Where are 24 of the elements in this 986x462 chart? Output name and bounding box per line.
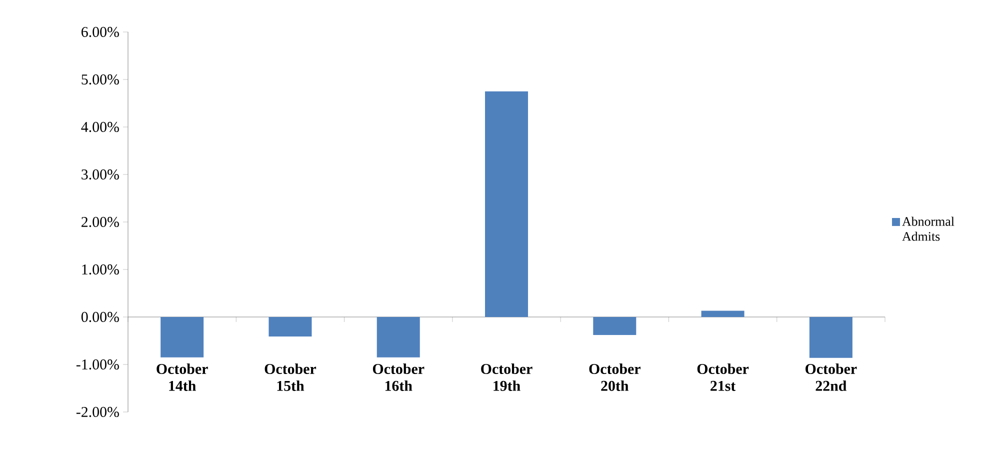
x-tick-label: October 22nd [806,364,857,391]
x-tick-label: October 19th [481,364,532,391]
x-tick-label: October 15th [264,364,316,391]
bar [160,316,204,358]
x-tick-label: October 16th [372,364,424,391]
y-tick-label: 4.00% [81,122,119,132]
y-tick-label: -1.00% [76,359,119,370]
y-tick-label: 1.00% [82,264,119,275]
y-tick-label: 3.00% [82,169,119,180]
x-tick-label: October 20th [589,364,640,391]
bar [701,310,744,317]
bar [268,316,312,336]
y-tick-label: -2.00% [76,406,119,418]
x-tick-label: October 14th [156,364,208,391]
y-tick-label: 0.00% [81,312,119,322]
x-tick-label: October 21st [697,364,749,391]
bar [376,316,420,358]
y-tick-label: 2.00% [82,216,119,228]
y-tick-label: 6.00% [82,26,119,38]
bar [809,316,852,358]
bar [593,316,636,336]
y-tick-label: 5.00% [82,74,119,85]
bar [485,91,528,317]
legend-label: Abnormal Admits [902,216,954,241]
